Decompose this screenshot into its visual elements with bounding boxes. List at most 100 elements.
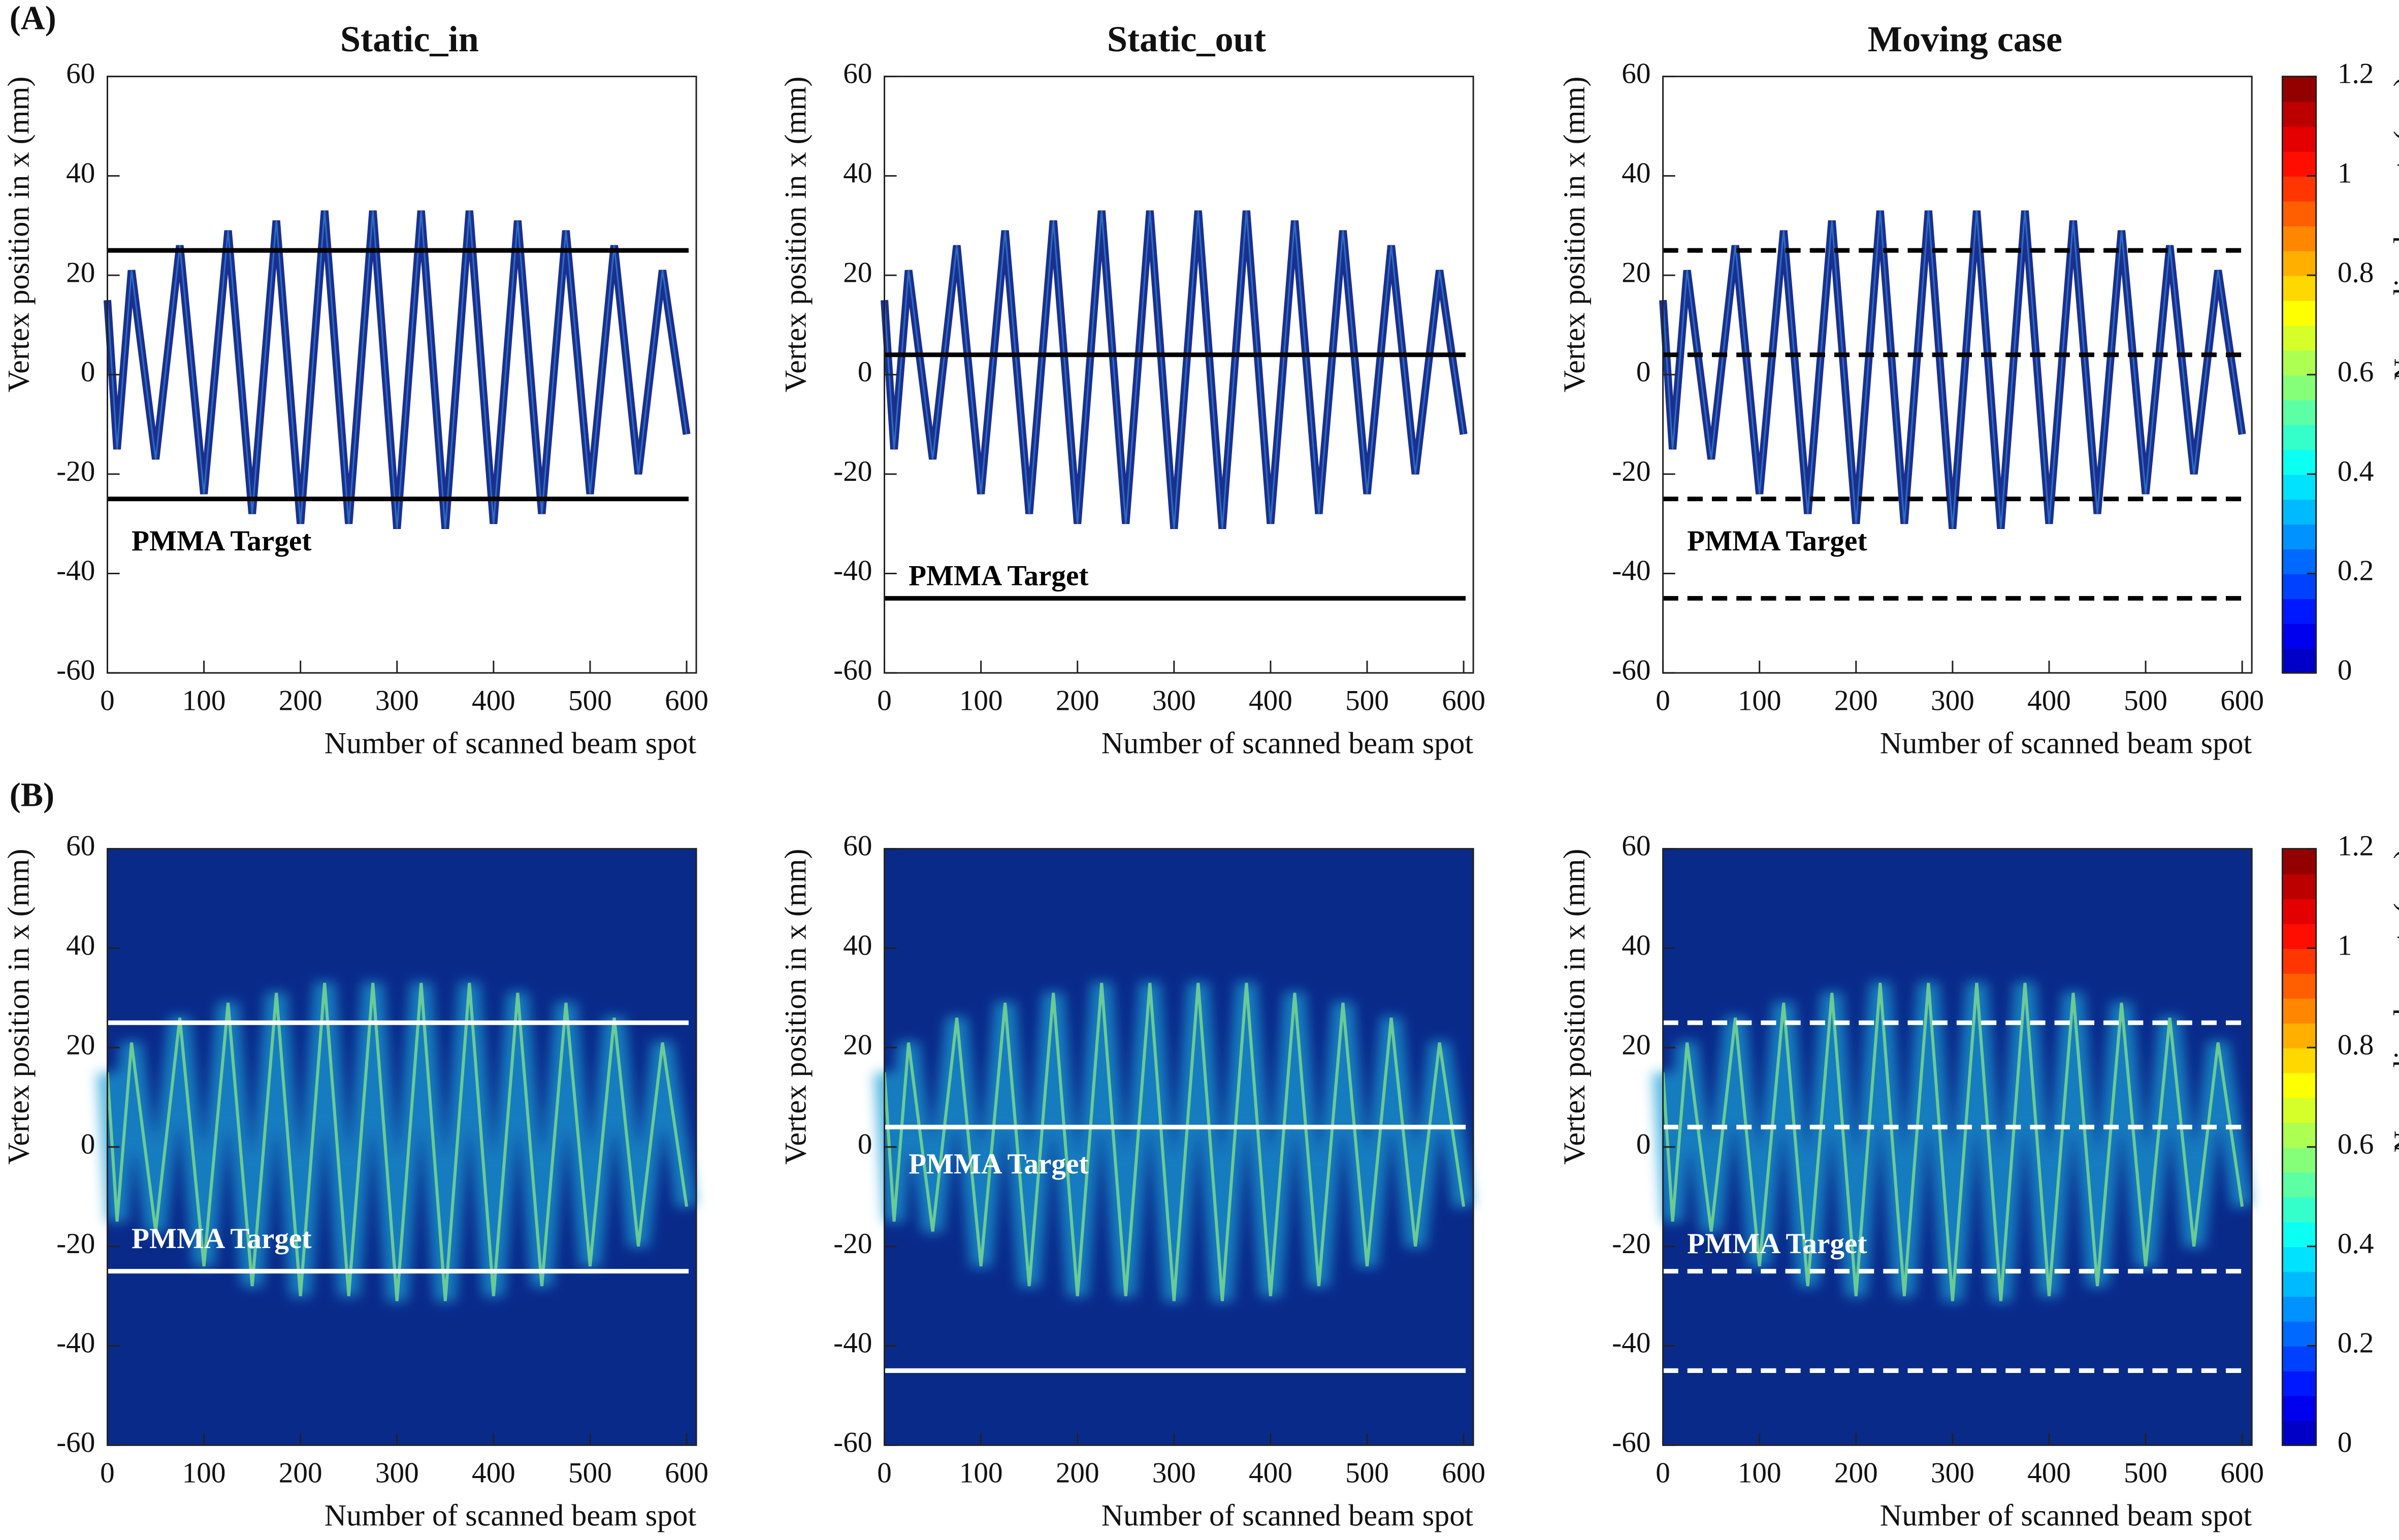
density-core [883, 982, 1466, 1301]
colorbar-step [2282, 325, 2316, 351]
y-tick-label: 40 [66, 157, 95, 189]
x-tick-label: 100 [182, 1457, 226, 1489]
y-axis-label: Vertex position in x (mm) [779, 77, 813, 392]
colorbar-step [2282, 499, 2316, 525]
density-core [1662, 210, 2243, 529]
colorbar-step [2282, 998, 2316, 1024]
x-tick-label: 0 [100, 685, 115, 717]
y-tick-label: 40 [1622, 930, 1650, 962]
colorbar-step [2282, 1296, 2316, 1322]
colorbar-tick-label: 0 [2338, 654, 2352, 686]
colorbar-step [2282, 948, 2316, 974]
x-tick-label: 500 [568, 1457, 612, 1489]
x-tick-label: 200 [279, 685, 322, 717]
colorbar-step [2282, 548, 2316, 574]
colorbar-step [2282, 873, 2316, 900]
colorbar-step [2282, 176, 2316, 202]
annotation: PMMA Target [909, 1148, 1088, 1180]
y-tick-label: 20 [1622, 1029, 1650, 1061]
annotation: PMMA Target [1687, 525, 1867, 557]
x-tick-label: 600 [665, 685, 708, 717]
y-tick-label: -40 [56, 555, 95, 587]
y-tick-label: 60 [843, 830, 872, 862]
y-tick-label: 0 [858, 356, 872, 388]
y-tick-label: -60 [56, 1426, 95, 1458]
colorbar-step [2282, 648, 2316, 674]
y-tick-label: -60 [833, 1426, 872, 1458]
y-tick-label: 20 [843, 1029, 872, 1061]
x-tick-label: 400 [1249, 1457, 1292, 1489]
x-axis-label: Number of scanned beam spot [325, 727, 697, 761]
colorbar-step [2282, 598, 2316, 624]
colorbar-step [2282, 523, 2316, 550]
y-tick-label: 0 [858, 1128, 872, 1160]
y-axis-label: Vertex position in x (mm) [779, 849, 813, 1165]
x-axis-label: Number of scanned beam spot [1880, 727, 2252, 761]
density-core [884, 210, 1465, 529]
x-tick-label: 600 [2220, 1457, 2264, 1489]
colorbar-tick-label: 1.2 [2338, 830, 2374, 862]
colorbar-step [2282, 349, 2316, 376]
x-tick-label: 200 [1834, 685, 1878, 717]
y-tick-label: 40 [66, 930, 95, 962]
x-tick-label: 200 [1056, 685, 1099, 717]
y-tick-label: 60 [66, 830, 95, 862]
colorbar-tick-label: 0.6 [2338, 1128, 2374, 1160]
x-tick-label: 200 [1056, 1457, 1099, 1489]
annotation: PMMA Target [132, 1223, 311, 1255]
x-tick-label: 600 [2220, 685, 2264, 717]
panel-label: (A) [10, 0, 56, 37]
x-tick-label: 0 [100, 1457, 115, 1489]
chart-title: Moving case [1868, 19, 2062, 59]
x-tick-label: 400 [1249, 685, 1292, 717]
colorbar-step [2282, 1047, 2316, 1073]
x-tick-label: 600 [665, 1457, 708, 1489]
colorbar-tick-label: 0 [2338, 1426, 2352, 1458]
annotation: PMMA Target [909, 560, 1088, 592]
colorbar-label: Normalized counts (a.u.) [2388, 849, 2399, 1153]
colorbar-step [2282, 1321, 2316, 1347]
x-tick-label: 0 [877, 1457, 892, 1489]
panel-label: (B) [10, 776, 54, 813]
colorbar-step [2282, 424, 2316, 450]
colorbar-label: Normalized counts (a.u.) [2388, 77, 2399, 381]
colorbar-step [2282, 225, 2316, 251]
colorbar-step [2282, 250, 2316, 276]
colorbar-step [2282, 573, 2316, 599]
colorbar-tick-label: 0.8 [2338, 256, 2374, 288]
colorbar-step [2282, 151, 2316, 177]
y-axis-label: Vertex position in x (mm) [1558, 77, 1592, 392]
y-tick-label: -20 [833, 1228, 872, 1260]
x-tick-label: 600 [1442, 1457, 1485, 1489]
density-core [106, 982, 689, 1301]
x-tick-label: 600 [1442, 685, 1485, 717]
colorbar-step [2282, 1346, 2316, 1371]
colorbar-step [2282, 374, 2316, 401]
colorbar-step [2282, 275, 2316, 301]
x-tick-label: 500 [568, 685, 612, 717]
y-axis-label: Vertex position in x (mm) [2, 849, 36, 1165]
x-tick-label: 500 [2124, 685, 2167, 717]
colorbar-tick-label: 0.2 [2338, 1327, 2374, 1359]
colorbar-tick-label: 1 [2338, 157, 2352, 189]
colorbar-tick-label: 0.2 [2338, 555, 2374, 587]
y-tick-label: -20 [56, 455, 95, 487]
colorbar-step [2282, 1072, 2316, 1098]
colorbar-step [2282, 923, 2316, 949]
colorbar-step [2282, 848, 2316, 875]
x-tick-label: 400 [2027, 1457, 2071, 1489]
x-tick-label: 100 [959, 685, 1003, 717]
x-tick-label: 100 [1738, 1457, 1781, 1489]
x-axis-label: Number of scanned beam spot [1101, 1499, 1474, 1533]
x-tick-label: 300 [375, 685, 419, 717]
x-tick-label: 400 [472, 1457, 515, 1489]
x-tick-label: 100 [1738, 685, 1781, 717]
y-tick-label: -60 [56, 654, 95, 686]
colorbar-step [2282, 1023, 2316, 1048]
y-tick-label: 0 [81, 1128, 95, 1160]
colorbar-step [2282, 449, 2316, 475]
y-tick-label: -60 [1612, 654, 1650, 686]
x-tick-label: 100 [182, 685, 226, 717]
y-tick-label: -20 [833, 455, 872, 487]
colorbar-step [2282, 474, 2316, 500]
